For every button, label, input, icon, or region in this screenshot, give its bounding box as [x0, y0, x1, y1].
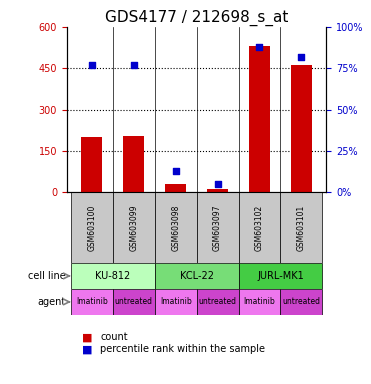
Point — [214, 181, 220, 187]
Text: cell line: cell line — [28, 271, 66, 281]
Bar — [197, 289, 239, 315]
Bar — [155, 192, 197, 263]
Text: KU-812: KU-812 — [95, 271, 131, 281]
Text: untreated: untreated — [198, 297, 237, 306]
Text: percentile rank within the sample: percentile rank within the sample — [100, 344, 265, 354]
Bar — [71, 289, 113, 315]
Text: Imatinib: Imatinib — [160, 297, 191, 306]
Bar — [113, 192, 155, 263]
Title: GDS4177 / 212698_s_at: GDS4177 / 212698_s_at — [105, 9, 288, 25]
Point — [173, 167, 179, 174]
Bar — [113, 289, 155, 315]
Text: untreated: untreated — [115, 297, 153, 306]
Text: JURL-MK1: JURL-MK1 — [257, 271, 304, 281]
Bar — [155, 263, 239, 289]
Point — [298, 53, 304, 60]
Point — [131, 62, 137, 68]
Bar — [239, 289, 280, 315]
Bar — [239, 263, 322, 289]
Bar — [280, 289, 322, 315]
Text: ■: ■ — [82, 332, 92, 342]
Text: GSM603102: GSM603102 — [255, 204, 264, 251]
Text: GSM603099: GSM603099 — [129, 204, 138, 251]
Text: KCL-22: KCL-22 — [180, 271, 214, 281]
Text: GSM603100: GSM603100 — [88, 204, 96, 251]
Text: ■: ■ — [82, 344, 92, 354]
Bar — [71, 263, 155, 289]
Text: Imatinib: Imatinib — [244, 297, 275, 306]
Text: untreated: untreated — [282, 297, 320, 306]
Text: GSM603098: GSM603098 — [171, 204, 180, 251]
Bar — [249, 46, 270, 192]
Bar — [197, 192, 239, 263]
Point — [89, 62, 95, 68]
Bar — [291, 65, 312, 192]
Bar — [123, 136, 144, 192]
Text: Imatinib: Imatinib — [76, 297, 108, 306]
Text: GSM603097: GSM603097 — [213, 204, 222, 251]
Text: agent: agent — [38, 297, 66, 307]
Text: count: count — [100, 332, 128, 342]
Bar — [239, 192, 280, 263]
Bar — [207, 189, 228, 192]
Bar — [71, 192, 113, 263]
Text: GSM603101: GSM603101 — [297, 204, 306, 251]
Bar — [165, 184, 186, 192]
Bar — [82, 137, 102, 192]
Point — [256, 44, 262, 50]
Bar — [280, 192, 322, 263]
Bar — [155, 289, 197, 315]
